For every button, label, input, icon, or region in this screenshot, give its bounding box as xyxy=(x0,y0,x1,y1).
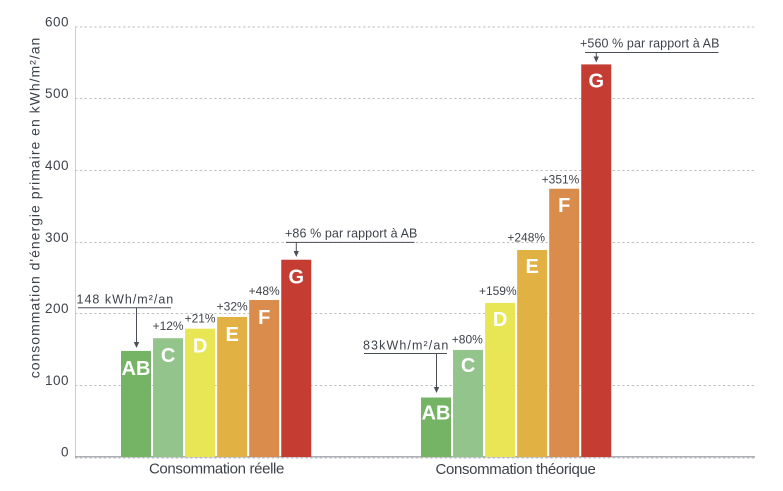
svg-text:+560 % par rapport à AB: +560 % par rapport à AB xyxy=(580,37,720,51)
svg-text:D: D xyxy=(493,309,507,331)
svg-text:AB: AB xyxy=(122,358,151,380)
svg-text:G: G xyxy=(289,267,305,289)
svg-text:83kWh/m²/an: 83kWh/m²/an xyxy=(363,338,449,352)
svg-text:F: F xyxy=(558,195,570,217)
svg-text:100: 100 xyxy=(45,373,69,388)
svg-text:E: E xyxy=(226,324,239,346)
svg-text:500: 500 xyxy=(45,86,69,101)
svg-text:Consommation théorique: Consommation théorique xyxy=(436,461,596,478)
svg-text:300: 300 xyxy=(45,230,69,245)
svg-text:F: F xyxy=(258,307,270,329)
svg-text:200: 200 xyxy=(45,301,69,316)
svg-text:+32%: +32% xyxy=(217,300,248,314)
svg-text:+48%: +48% xyxy=(249,284,280,298)
svg-text:Consommation réelle: Consommation réelle xyxy=(149,461,284,478)
svg-text:C: C xyxy=(161,345,175,367)
svg-text:C: C xyxy=(461,355,475,377)
svg-text:+86 % par rapport à AB: +86 % par rapport à AB xyxy=(285,227,418,241)
svg-text:+159%: +159% xyxy=(479,284,517,298)
svg-text:E: E xyxy=(526,256,539,278)
svg-text:G: G xyxy=(589,71,605,93)
svg-text:400: 400 xyxy=(45,158,69,173)
svg-text:consommation d'énergie primair: consommation d'énergie primaire en kWh/m… xyxy=(27,37,43,379)
svg-text:0: 0 xyxy=(61,444,69,459)
svg-text:600: 600 xyxy=(45,14,69,29)
svg-text:AB: AB xyxy=(422,403,451,425)
svg-text:+351%: +351% xyxy=(542,173,580,187)
svg-text:148 kWh/m²/an: 148 kWh/m²/an xyxy=(77,293,175,307)
svg-text:+248%: +248% xyxy=(507,231,545,245)
svg-text:+80%: +80% xyxy=(452,333,483,347)
svg-text:+21%: +21% xyxy=(185,312,216,326)
svg-text:D: D xyxy=(193,336,207,358)
svg-text:+12%: +12% xyxy=(153,319,184,333)
